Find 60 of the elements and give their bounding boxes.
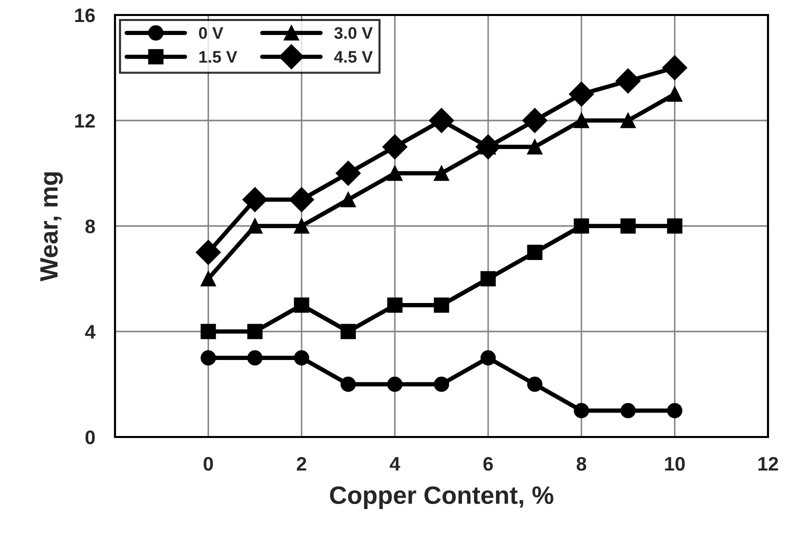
point xyxy=(667,218,682,234)
x-tick-label: 12 xyxy=(758,456,778,471)
point xyxy=(387,166,402,181)
x-tick-label: 0 xyxy=(204,456,213,471)
point xyxy=(196,240,221,265)
y-tick-label: 4 xyxy=(85,325,96,339)
legend-label: 1.5 V xyxy=(199,51,238,63)
point xyxy=(289,187,314,212)
point xyxy=(662,55,688,80)
y-tick-label: 16 xyxy=(75,8,95,22)
point xyxy=(340,192,356,208)
point xyxy=(429,108,454,133)
point xyxy=(247,324,263,340)
point xyxy=(527,376,542,392)
point xyxy=(620,112,636,128)
point xyxy=(568,82,594,107)
point xyxy=(200,350,216,366)
point xyxy=(242,187,268,212)
point xyxy=(574,112,590,128)
legend-label: 4.5 V xyxy=(334,51,373,63)
point xyxy=(200,324,216,340)
point xyxy=(574,218,590,234)
point xyxy=(480,350,496,366)
point xyxy=(294,297,310,313)
x-tick-label: 8 xyxy=(576,456,586,471)
point xyxy=(382,134,408,160)
point xyxy=(616,68,641,94)
y-axis-title: Wear, mg xyxy=(40,172,63,282)
y-tick-label: 0 xyxy=(86,430,95,444)
x-tick-label: 4 xyxy=(390,457,400,471)
legend-label: 3.0 V xyxy=(334,27,373,39)
point xyxy=(527,244,542,260)
point xyxy=(522,108,548,133)
point xyxy=(387,297,402,313)
y-tick-label: 12 xyxy=(75,114,95,128)
y-tick-label: 8 xyxy=(85,219,95,234)
point xyxy=(527,139,542,155)
point xyxy=(336,160,361,186)
point xyxy=(247,218,263,234)
legend-label: 0 V xyxy=(198,27,224,39)
point xyxy=(200,271,216,286)
x-tick-label: 10 xyxy=(665,456,685,471)
x-tick-label: 2 xyxy=(296,456,306,471)
point xyxy=(434,166,450,181)
point xyxy=(387,376,402,392)
point xyxy=(620,402,636,418)
point xyxy=(667,86,682,102)
point xyxy=(434,376,450,392)
x-axis-title: Copper Content, % xyxy=(330,486,554,509)
point xyxy=(247,350,263,366)
x-tick-label: 6 xyxy=(483,456,493,471)
point xyxy=(294,350,310,366)
point xyxy=(340,324,356,340)
point xyxy=(434,297,450,313)
point xyxy=(620,218,636,234)
point xyxy=(294,218,310,234)
point xyxy=(574,402,590,418)
point xyxy=(667,402,682,418)
point xyxy=(480,271,496,286)
point xyxy=(340,376,356,392)
